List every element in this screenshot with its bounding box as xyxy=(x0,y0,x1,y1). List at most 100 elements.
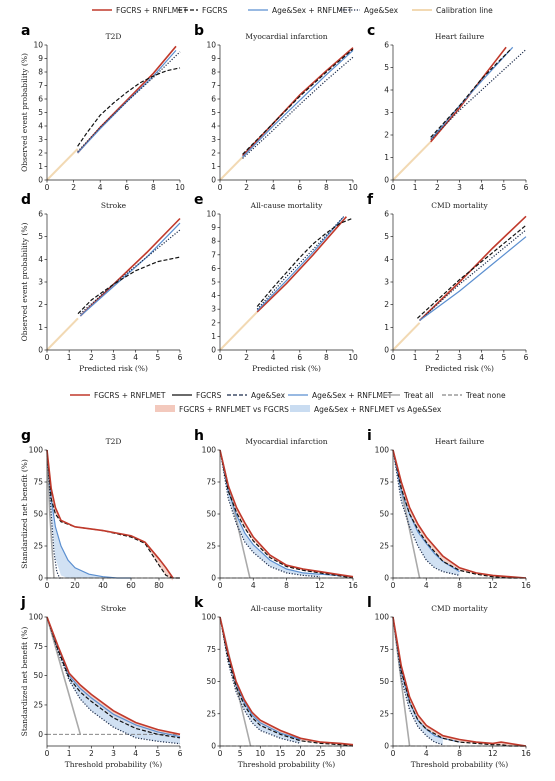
panel-j-xlabel: Threshold probability (%) xyxy=(65,760,162,769)
panel-b-line-agesex_rnflmet xyxy=(242,49,354,158)
panel-a-x-tick-label: 6 xyxy=(124,183,129,192)
panel-b-y-tick-label: 2 xyxy=(211,149,216,158)
panel-c-line-calibration xyxy=(392,141,432,181)
panel-b-title: Myocardial infarction xyxy=(245,32,327,41)
panel-j-x-tick-label: 0 xyxy=(45,749,50,758)
panel-j-letter: j xyxy=(20,595,26,611)
panel-c-y-tick-label: 3 xyxy=(384,108,389,117)
panel-f-line-agesex xyxy=(419,229,527,321)
panel-a-line-fgcrs xyxy=(77,67,181,147)
legend-label-fill_agesex: Age&Sex + RNFLMET vs Age&Sex xyxy=(314,405,442,414)
panel-b-x-tick-label: 10 xyxy=(348,183,358,192)
panel-k-line-fgcrs xyxy=(219,616,354,747)
panel-l-line-fgcrs xyxy=(392,616,526,747)
panel-i-line-fgcrs_rnflmet xyxy=(392,449,527,579)
panel-e-x-tick-label: 6 xyxy=(297,353,302,362)
panel-j-x-tick-label: 5 xyxy=(155,749,160,758)
panel-d-ylabel: Observed event probability (%) xyxy=(20,223,29,342)
panel-d-line-fgcrs xyxy=(77,256,181,315)
panel-g-title: T2D xyxy=(106,437,122,446)
panel-e-letter: e xyxy=(194,192,204,208)
panel-f-x-tick-label: 4 xyxy=(479,353,484,362)
panel-e-line-fgcrs xyxy=(256,217,354,307)
panel-f-y-tick-label: 1 xyxy=(384,323,389,332)
panel-a-y-tick-label: 7 xyxy=(38,81,43,90)
panel-c-y-tick-label: 0 xyxy=(384,176,389,185)
panel-e-line-agesex_rnflmet xyxy=(256,216,345,312)
panel-d-x-tick-label: 3 xyxy=(111,353,116,362)
panel-l-x-tick-label: 12 xyxy=(488,749,498,758)
legend-label-treat_all: Treat all xyxy=(403,391,434,400)
panel-f-y-tick-label: 2 xyxy=(384,300,389,309)
panel-l-letter: l xyxy=(367,595,372,611)
panel-h-letter: h xyxy=(194,428,204,444)
panel-f-x-tick-label: 5 xyxy=(501,353,506,362)
panel-g-ylabel: Standardized net benefit (%) xyxy=(20,459,29,569)
panel-f-line-fgcrs_rnflmet xyxy=(419,215,527,322)
panel-g-y-tick-label: 100 xyxy=(29,446,44,455)
legend-label-fill_fgcrs: FGCRS + RNFLMET vs FGCRS xyxy=(179,405,289,414)
panel-c-x-tick-label: 1 xyxy=(413,183,418,192)
panel-l-fill-fill_agesex xyxy=(393,617,443,745)
panel-e-x-tick-label: 10 xyxy=(348,353,358,362)
panel-c-y-tick-label: 2 xyxy=(384,131,389,140)
panel-j-x-tick-label: 2 xyxy=(89,749,94,758)
panel-b-x-tick-label: 2 xyxy=(244,183,249,192)
panel-h-line-agesex_rnflmet xyxy=(219,449,354,578)
panel-c-x-tick-label: 2 xyxy=(435,183,440,192)
panel-g-line-fgcrs_rnflmet xyxy=(46,449,174,579)
panel-b-y-tick-label: 1 xyxy=(211,162,216,171)
panel-c-x-tick-label: 6 xyxy=(524,183,529,192)
panel-i-x-tick-label: 0 xyxy=(391,581,396,590)
panel-a-y-tick-label: 9 xyxy=(38,54,43,63)
panel-g-line-treat_all xyxy=(46,449,55,579)
panel-d-x-tick-label: 0 xyxy=(45,353,50,362)
panel-k-x-tick-label: 10 xyxy=(256,749,266,758)
panel-h-line-fgcrs_rnflmet xyxy=(219,449,354,578)
panel-i-x-tick-label: 4 xyxy=(424,581,429,590)
panel-g-line-agesex_rnflmet xyxy=(46,449,131,579)
panel-l-fill-fill_fgcrs xyxy=(393,617,526,748)
panel-d-x-tick-label: 6 xyxy=(178,353,183,362)
panel-d-x-tick-label: 2 xyxy=(89,353,94,362)
panel-l-x-tick-label: 8 xyxy=(457,749,462,758)
panel-d-y-tick-label: 1 xyxy=(38,323,43,332)
panel-a-y-tick-label: 2 xyxy=(38,149,43,158)
panel-d-line-calibration xyxy=(46,317,79,351)
panel-i-x-tick-label: 16 xyxy=(521,581,531,590)
panel-b-y-tick-label: 0 xyxy=(211,176,216,185)
panel-a-y-tick-label: 10 xyxy=(33,41,43,50)
panel-d-y-tick-label: 3 xyxy=(38,278,43,287)
panel-a-x-tick-label: 10 xyxy=(175,183,185,192)
panel-c-y-tick-label: 6 xyxy=(384,41,389,50)
legend-label-fgcrs_rnflmet: FGCRS + RNFLMET xyxy=(116,6,188,15)
panel-i-y-tick-label: 100 xyxy=(375,446,390,455)
panel-i-y-tick-label: 50 xyxy=(379,510,389,519)
panel-g-x-tick-label: 0 xyxy=(45,581,50,590)
panel-f-line-fgcrs xyxy=(416,224,527,319)
panel-e-x-tick-label: 8 xyxy=(324,353,329,362)
panel-e-line-fgcrs_rnflmet xyxy=(256,216,348,313)
panel-i-line-agesex xyxy=(392,449,460,576)
panel-i-y-tick-label: 75 xyxy=(379,478,389,487)
panel-h-line-fgcrs xyxy=(219,449,354,579)
panel-e-x-tick-label: 2 xyxy=(244,353,249,362)
panel-k-x-tick-label: 20 xyxy=(296,749,306,758)
panel-a-y-tick-label: 1 xyxy=(38,162,43,171)
panel-k-x-tick-label: 0 xyxy=(218,749,223,758)
panel-e-y-tick-label: 10 xyxy=(206,210,216,219)
legend-label-treat_none: Treat none xyxy=(465,391,506,400)
panel-a-y-tick-label: 4 xyxy=(38,122,43,131)
panel-b-line-fgcrs xyxy=(242,48,354,155)
panel-h-line-agesex xyxy=(219,449,320,578)
legend-label-calibration: Calibration line xyxy=(436,6,493,15)
panel-h-y-tick-label: 25 xyxy=(206,542,216,551)
panel-l-y-tick-label: 100 xyxy=(375,613,390,622)
panel-b-x-tick-label: 8 xyxy=(324,183,329,192)
panel-j-line-fgcrs_rnflmet xyxy=(46,616,181,736)
panel-g-x-tick-label: 40 xyxy=(98,581,108,590)
panel-d-y-tick-label: 0 xyxy=(38,346,43,355)
panel-l-x-tick-label: 4 xyxy=(424,749,429,758)
panel-b-y-tick-label: 5 xyxy=(211,108,216,117)
